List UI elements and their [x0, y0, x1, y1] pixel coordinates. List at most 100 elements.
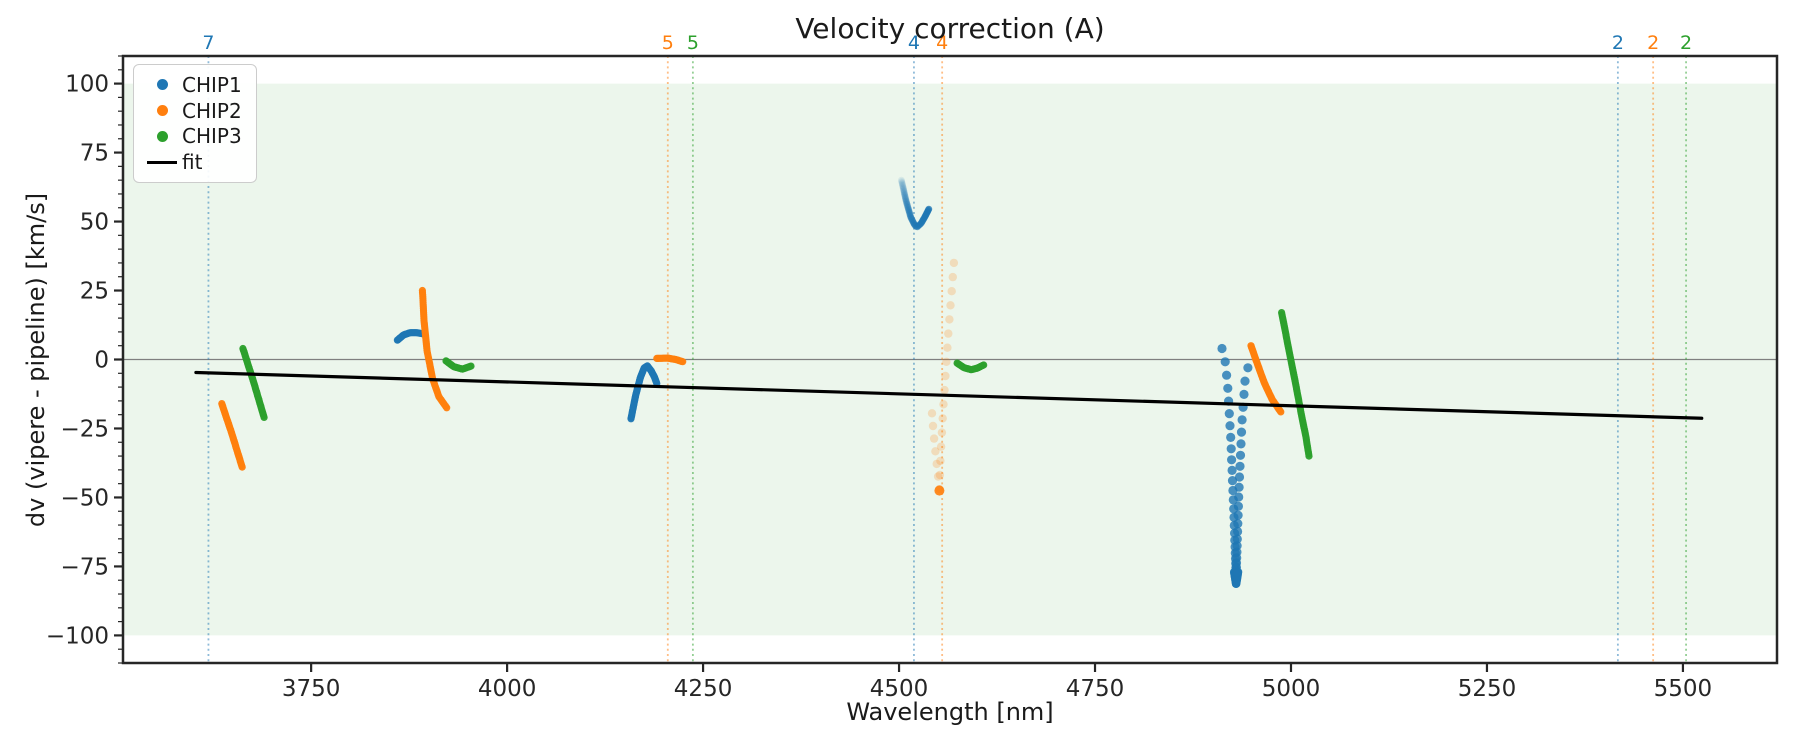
- scatter-dot: [1234, 472, 1245, 482]
- scatter-dot: [948, 272, 957, 282]
- scatter-dot: [947, 287, 956, 296]
- scatter-dot: [1217, 343, 1227, 354]
- chart-title: Velocity correction (A): [795, 12, 1105, 45]
- x-tick-label: 5000: [1262, 676, 1321, 702]
- scatter-cluster-chip1-order3-right-arm: [1231, 363, 1253, 580]
- scatter-dot: [903, 201, 911, 209]
- order-label: 2: [1680, 32, 1692, 54]
- scatter-dot: [1233, 501, 1243, 511]
- scatter-dot: [902, 194, 909, 202]
- legend-label: CHIP2: [182, 98, 242, 123]
- scatter-dot: [1235, 461, 1245, 471]
- x-tick-label: 5250: [1458, 676, 1517, 702]
- order-label: 5: [662, 32, 674, 54]
- scatter-dot: [1236, 427, 1247, 437]
- scatter-dot: [1234, 492, 1244, 502]
- dot-icon: [156, 130, 168, 142]
- dot-icon: [156, 79, 168, 91]
- scatter-dot: [1226, 444, 1236, 454]
- scatter-dot: [443, 404, 451, 412]
- legend-label: CHIP1: [182, 72, 242, 97]
- scatter-dot: [1225, 421, 1235, 431]
- legend-item-CHIP1: CHIP1: [142, 72, 248, 98]
- scatter-cluster-chip2-order6: [418, 286, 451, 412]
- scatter-cluster-chip2-order4-vertex: [934, 485, 945, 496]
- order-label: 5: [687, 32, 699, 54]
- scatter-dot: [238, 463, 246, 471]
- scatter-dot: [901, 193, 909, 201]
- scatter-dot: [1224, 409, 1234, 419]
- scatter-dot: [931, 447, 940, 456]
- scatter-dot: [904, 202, 911, 210]
- order-label: 7: [202, 32, 214, 54]
- scatter-dot: [905, 206, 913, 214]
- scatter-dot: [929, 434, 939, 443]
- scatter-dot: [1223, 383, 1233, 393]
- x-tick-label: 4000: [478, 676, 537, 702]
- legend-item-fit: fit: [142, 149, 248, 175]
- scatter-dot: [1235, 450, 1246, 460]
- y-tick-label: 50: [80, 210, 109, 236]
- scatter-dot: [1277, 408, 1285, 416]
- scatter-dot: [898, 178, 906, 185]
- legend-line-marker: [142, 160, 182, 164]
- scatter-dot: [899, 184, 907, 192]
- y-axis-label: dv (vipere - pipeline) [km/s]: [22, 192, 50, 528]
- scatter-cluster-chip1-order3-vertex: [1230, 567, 1243, 588]
- scatter-dot: [936, 442, 946, 451]
- y-tick-label: −25: [60, 416, 109, 442]
- scatter-dot: [1233, 510, 1243, 520]
- scatter-dot: [936, 456, 945, 466]
- scatter-dot: [1227, 476, 1238, 486]
- scatter-dot: [1220, 357, 1230, 367]
- legend-dot-marker: [142, 79, 182, 91]
- scatter-cluster-chip3-order4: [953, 359, 988, 374]
- scatter-cluster-chip1-order5: [627, 362, 661, 423]
- scatter-dot: [934, 485, 945, 496]
- scatter-dot: [1305, 452, 1313, 460]
- x-tick-label: 4750: [1066, 676, 1125, 702]
- x-tick-label: 4500: [870, 676, 929, 702]
- scatter-dot: [928, 421, 938, 431]
- scatter-dot: [935, 470, 945, 480]
- scatter-dot: [1232, 534, 1242, 544]
- y-tick-label: −100: [46, 623, 109, 649]
- scatter-dot: [899, 181, 906, 189]
- scatter-dot: [1222, 370, 1232, 380]
- scatter-dot: [943, 343, 952, 352]
- scatter-cluster-chip2-order4-right-arm: [935, 258, 959, 494]
- scatter-dot: [898, 176, 905, 184]
- scatter-dot: [900, 187, 908, 194]
- legend: CHIP1 CHIP2 CHIP3 fit: [133, 64, 257, 183]
- order-label: 2: [1612, 32, 1624, 54]
- fit-line: [194, 370, 1704, 420]
- scatter-dot: [927, 409, 937, 418]
- y-tick-label: 0: [94, 348, 109, 374]
- scatter-dot: [900, 185, 907, 193]
- legend-dot-marker: [142, 105, 182, 117]
- scatter-dot: [904, 203, 912, 211]
- y-tick-label: 75: [80, 141, 109, 167]
- legend-label: CHIP3: [182, 124, 242, 149]
- scatter-dot: [1226, 432, 1236, 442]
- scatter-dot: [945, 315, 954, 324]
- scatter-dot: [1227, 455, 1237, 465]
- scatter-dot: [1240, 376, 1250, 386]
- scatter-dot: [906, 209, 913, 216]
- scatter-dot: [900, 189, 908, 197]
- scatter-dot: [898, 179, 906, 187]
- order-label: 4: [936, 32, 948, 54]
- y-tick-label: −75: [60, 554, 109, 580]
- scatter-dot: [1233, 567, 1243, 577]
- scatter-dot: [932, 459, 941, 469]
- scatter-cluster-chip2-order7: [218, 400, 246, 471]
- scatter-dot: [941, 371, 950, 381]
- scatter-dot: [467, 362, 475, 370]
- scatter-cluster-chip1-order4-faded: [898, 176, 933, 231]
- scatter-dot: [937, 428, 947, 437]
- scatter-dot: [933, 472, 943, 481]
- scatter-dot: [1233, 526, 1243, 537]
- scatter-dot: [940, 385, 949, 395]
- scatter-dot: [949, 258, 959, 268]
- order-label: 4: [908, 32, 920, 54]
